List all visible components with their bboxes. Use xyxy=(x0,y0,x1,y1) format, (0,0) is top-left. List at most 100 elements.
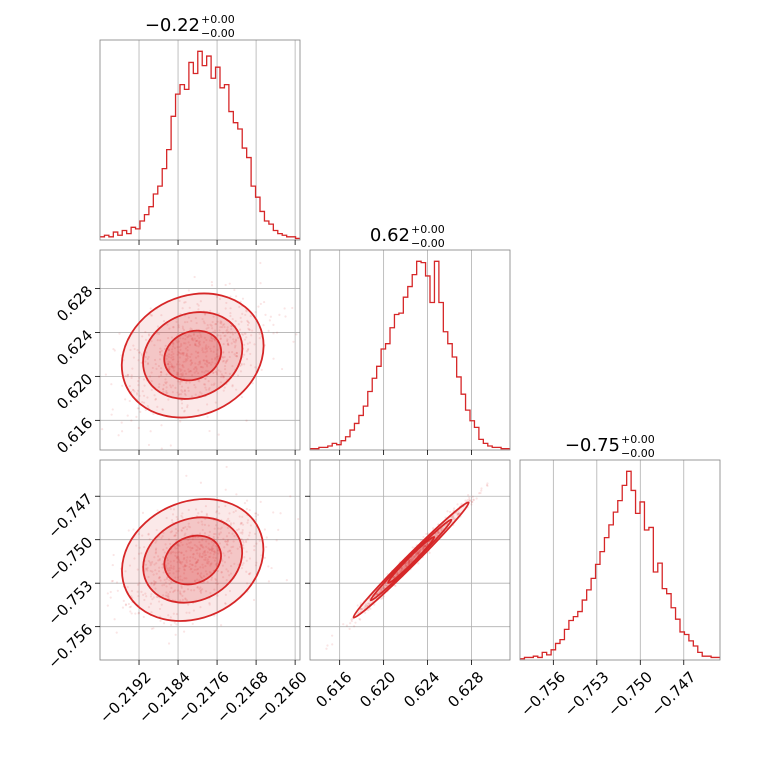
scatter-point xyxy=(411,557,414,560)
scatter-point xyxy=(246,323,250,327)
scatter-point xyxy=(169,564,173,567)
scatter-point xyxy=(210,540,214,543)
scatter-point xyxy=(225,301,228,305)
scatter-point xyxy=(154,548,158,551)
scatter-point xyxy=(231,317,234,321)
scatter-point xyxy=(419,538,423,542)
scatter-point xyxy=(414,553,418,556)
scatter-point xyxy=(175,612,179,616)
scatter-point xyxy=(185,528,189,531)
scatter-point xyxy=(234,331,237,335)
scatter-point xyxy=(189,541,192,544)
scatter-point xyxy=(181,364,184,367)
scatter-point xyxy=(184,532,187,535)
scatter-point xyxy=(187,389,190,392)
scatter-point xyxy=(224,334,227,337)
scatter-point xyxy=(464,499,467,502)
scatter-point xyxy=(176,341,179,344)
scatter-point xyxy=(172,565,175,568)
scatter-point xyxy=(177,570,180,573)
scatter-point xyxy=(209,347,212,350)
y-tick-label: 0.616 xyxy=(53,414,96,457)
scatter-point xyxy=(144,338,148,341)
scatter-point xyxy=(400,567,403,571)
scatter-point xyxy=(243,353,246,356)
scatter-point xyxy=(110,383,113,386)
scatter-point xyxy=(136,393,139,396)
scatter-point xyxy=(157,577,161,580)
scatter-point xyxy=(188,334,191,337)
scatter-point xyxy=(142,615,145,619)
scatter-point xyxy=(180,562,183,565)
scatter-point xyxy=(228,574,231,577)
scatter-point xyxy=(410,558,413,561)
scatter-point xyxy=(199,586,202,589)
scatter-point xyxy=(221,564,225,567)
scatter-point xyxy=(172,590,175,594)
scatter-point xyxy=(259,302,262,306)
scatter-point xyxy=(219,321,222,324)
scatter-point xyxy=(198,532,202,535)
scatter-point xyxy=(152,579,156,583)
scatter-point xyxy=(438,531,441,534)
scatter-point xyxy=(219,531,223,534)
scatter-point xyxy=(132,528,135,531)
scatter-point xyxy=(178,363,181,366)
scatter-point xyxy=(239,364,242,368)
scatter-point xyxy=(214,401,217,404)
scatter-point xyxy=(127,373,130,377)
scatter-point xyxy=(205,363,208,366)
scatter-point xyxy=(440,528,443,531)
scatter-point xyxy=(160,367,163,370)
scatter-point xyxy=(408,560,411,563)
scatter-point xyxy=(247,347,250,351)
scatter-point xyxy=(245,499,249,502)
scatter-point xyxy=(167,538,171,541)
scatter-point xyxy=(237,336,240,339)
scatter-point xyxy=(264,313,267,317)
scatter-point xyxy=(144,355,147,359)
scatter-point xyxy=(166,391,169,395)
scatter-point xyxy=(175,371,179,374)
scatter-point xyxy=(405,564,408,568)
scatter-point xyxy=(121,606,125,609)
scatter-point xyxy=(456,513,460,516)
scatter-point xyxy=(180,343,183,346)
scatter-point xyxy=(197,372,200,375)
scatter-point xyxy=(118,332,121,335)
scatter-point xyxy=(135,544,138,547)
scatter-point xyxy=(238,515,241,518)
scatter-point xyxy=(198,555,201,558)
scatter-point xyxy=(205,338,208,342)
scatter-point xyxy=(197,512,200,515)
scatter-point xyxy=(180,385,184,388)
scatter-point xyxy=(222,537,225,540)
scatter-point xyxy=(174,534,177,537)
scatter-point xyxy=(182,360,185,363)
scatter-point xyxy=(223,561,227,564)
scatter-point xyxy=(471,500,474,504)
scatter-point xyxy=(176,551,179,554)
scatter-point xyxy=(190,547,193,550)
scatter-point xyxy=(422,546,425,549)
scatter-point xyxy=(204,351,207,354)
scatter-point xyxy=(241,515,244,518)
scatter-point xyxy=(126,373,129,376)
scatter-point xyxy=(239,521,243,525)
panel-content xyxy=(100,250,300,450)
scatter-point xyxy=(174,554,177,557)
scatter-point xyxy=(272,323,275,326)
scatter-point xyxy=(217,334,220,337)
scatter-point xyxy=(147,533,150,536)
scatter-point xyxy=(203,551,207,554)
scatter-point xyxy=(209,309,212,312)
scatter-point xyxy=(152,412,155,415)
scatter-point xyxy=(392,576,395,580)
scatter-point xyxy=(180,352,183,356)
scatter-point xyxy=(367,602,370,605)
scatter-point xyxy=(423,545,426,548)
scatter-point xyxy=(132,344,135,347)
scatter-point xyxy=(202,546,205,549)
scatter-point xyxy=(417,562,420,565)
scatter-point xyxy=(222,356,225,359)
